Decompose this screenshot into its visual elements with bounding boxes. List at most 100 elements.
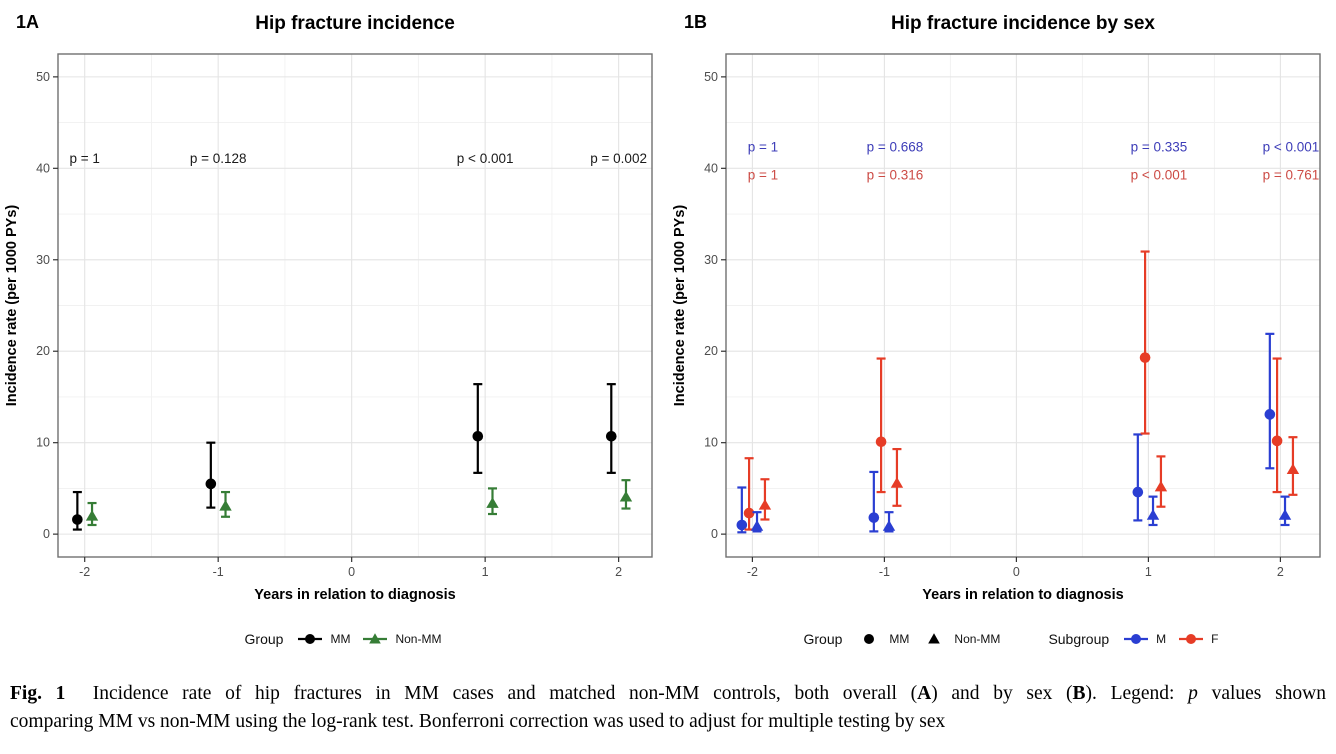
data-point-circle	[605, 430, 617, 442]
data-point-triangle	[619, 490, 633, 502]
caption-bold-segment: B	[1072, 683, 1086, 704]
data-point-circle	[875, 436, 887, 448]
gridlines-major	[58, 54, 652, 557]
data-point-triangle	[486, 497, 499, 508]
data-point-triangle	[758, 499, 772, 510]
plot-border	[57, 53, 653, 558]
data-point-triangle	[750, 520, 764, 531]
p-value-text: p = 0.668	[867, 139, 924, 154]
plot-border	[725, 53, 1321, 558]
data-point-triangle	[890, 477, 904, 488]
x-tick-label: 0	[1013, 565, 1020, 579]
panel-1b-label: 1B	[684, 12, 708, 32]
legend-group-title: Group	[244, 631, 284, 647]
figure-caption: Fig. 1 Incidence rate of hip fractures i…	[0, 680, 1336, 735]
legend-group-title: Group	[803, 631, 843, 647]
data-point-triangle	[1154, 480, 1168, 492]
y-tick-label: 30	[704, 253, 718, 267]
data-point-triangle	[882, 520, 896, 531]
data-point-circle	[1264, 409, 1276, 420]
legend-item-mm: MM	[295, 630, 350, 648]
y-axis-title: Incidence rate (per 1000 PYs)	[4, 205, 20, 407]
legend-item-mm: MM	[854, 630, 909, 648]
y-tick-label: 10	[36, 436, 50, 450]
legend-circle-glyph	[1179, 634, 1204, 644]
p-value-text: p = 0.316	[867, 168, 924, 183]
data-point-circle	[1132, 486, 1144, 498]
p-value-text: p = 0.335	[1131, 139, 1188, 154]
y-tick-label: 0	[43, 527, 50, 541]
legend-triangle-glyph	[363, 633, 388, 644]
legend-group: Subgroup M F	[1048, 630, 1218, 648]
p-value-text: p = 1	[748, 139, 778, 154]
series-f-non-mm	[758, 436, 1300, 521]
data-point-circle	[1271, 435, 1283, 447]
p-value-annotations: p = 1 p = 0.668 p = 0.335 p < 0.001 p = 1 p =…	[748, 139, 1320, 182]
x-axis-title: Years in relation to diagnosis	[922, 587, 1123, 602]
panels-row: 1A Hip fracture incidence p = 1 p = 0.128…	[0, 0, 1336, 654]
series-f-mm	[743, 250, 1283, 531]
legend-item-non-mm: Non-MM	[919, 630, 1000, 648]
data-point-triangle	[1278, 509, 1292, 520]
legend-item-label: MM	[330, 632, 351, 646]
p-value-text: p < 0.001	[1263, 139, 1320, 154]
panel-1a-header: 1A Hip fracture incidence	[0, 0, 668, 46]
data-point-triangle	[219, 499, 232, 511]
caption-line-1: Fig. 1 Incidence rate of hip fractures i…	[10, 680, 1326, 708]
series-m-mm	[736, 332, 1276, 534]
y-tick-label: 40	[704, 161, 718, 175]
caption-text-segment: ) and by sex (	[931, 683, 1073, 704]
y-tick-label: 50	[36, 70, 50, 84]
legend-item-f: F	[1176, 630, 1219, 648]
legend-item-m: M	[1121, 630, 1166, 648]
legend-1b: Group MM Non-MM Subgroup M F	[668, 624, 1336, 654]
y-tick-label: 10	[704, 436, 718, 450]
series-non-mm	[85, 479, 633, 527]
x-tick-label: 1	[482, 565, 489, 579]
p-value-text: p = 0.128	[190, 151, 247, 166]
caption-line-2: comparing MM vs non-MM using the log-ran…	[10, 708, 1326, 736]
panel-1a: 1A Hip fracture incidence p = 1 p = 0.128…	[0, 0, 668, 654]
caption-text-segment: ). Legend:	[1085, 683, 1189, 704]
p-value-text: p = 1	[748, 168, 778, 183]
p-value-text: p = 0.761	[1263, 168, 1320, 183]
legend-circle-glyph	[1124, 634, 1149, 644]
data-point-circle	[72, 514, 83, 525]
gridlines-minor	[58, 54, 652, 557]
x-tick-label: -1	[213, 565, 224, 579]
legend-group: Group MM Non-MM	[804, 630, 1001, 648]
gridlines-major	[726, 54, 1320, 557]
legend-1a: Group MM Non-MM	[0, 624, 668, 654]
data-point-circle	[1139, 352, 1151, 363]
data-point-triangle	[85, 510, 99, 521]
legend-item-label: Non-MM	[395, 632, 442, 646]
legend-item-label: MM	[889, 632, 910, 646]
y-tick-label: 40	[36, 161, 50, 175]
p-value-text: p = 1	[69, 151, 99, 166]
caption-text-segment: values shown	[1197, 683, 1326, 704]
p-value-text: p < 0.001	[1131, 168, 1188, 183]
y-tick-label: 50	[704, 70, 718, 84]
legend-circle-glyph	[298, 634, 323, 644]
caption-italic-segment: p	[1188, 683, 1198, 704]
data-point-circle	[472, 430, 484, 442]
caption-text-segment: comparing MM vs non-MM using the log-ran…	[10, 710, 946, 732]
panel-1a-title: Hip fracture incidence	[255, 13, 455, 34]
caption-bold-segment: Fig. 1	[10, 683, 66, 704]
data-point-circle	[868, 512, 880, 523]
y-tick-label: 20	[36, 344, 50, 358]
x-tick-label: -1	[879, 565, 890, 579]
x-tick-label: 2	[1277, 565, 1284, 579]
p-value-text: p = 0.002	[590, 151, 647, 166]
caption-bold-segment: A	[917, 683, 932, 704]
legend-item-non-mm: Non-MM	[360, 630, 441, 648]
legend-group: Group MM Non-MM	[245, 630, 442, 648]
series-m-non-mm	[750, 495, 1292, 533]
data-point-triangle	[1146, 509, 1160, 520]
y-axis-title: Incidence rate (per 1000 PYs)	[672, 205, 688, 407]
legend-group-title: Subgroup	[1048, 631, 1110, 647]
p-value-annotations: p = 1 p = 0.128 p < 0.001 p = 0.002	[69, 151, 646, 166]
